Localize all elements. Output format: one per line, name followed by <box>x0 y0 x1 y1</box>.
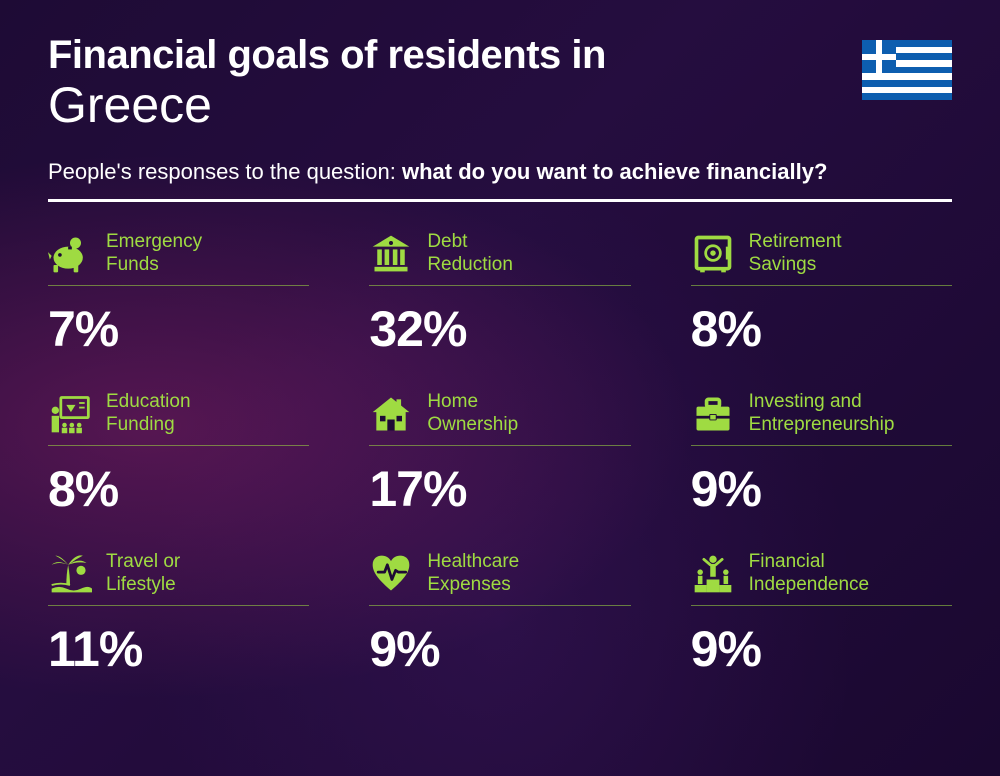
goal-travel-lifestyle: Travel orLifestyle 11% <box>48 550 309 678</box>
bank-icon <box>369 232 413 276</box>
infographic-container: Financial goals of residents in Greece P… <box>0 0 1000 708</box>
item-percent: 8% <box>691 300 952 358</box>
goals-grid: EmergencyFunds 7% DebtReduction 32% Reti… <box>48 230 952 678</box>
item-percent: 9% <box>369 620 630 678</box>
goal-healthcare: HealthcareExpenses 9% <box>369 550 630 678</box>
item-header: Investing andEntrepreneurship <box>691 390 952 446</box>
item-percent: 32% <box>369 300 630 358</box>
item-header: DebtReduction <box>369 230 630 286</box>
title-block: Financial goals of residents in Greece <box>48 34 862 133</box>
item-label: Investing andEntrepreneurship <box>749 391 895 437</box>
piggy-bank-icon <box>48 232 92 276</box>
item-percent: 17% <box>369 460 630 518</box>
divider <box>48 199 952 202</box>
item-percent: 8% <box>48 460 309 518</box>
item-label: RetirementSavings <box>749 231 842 277</box>
goal-emergency-funds: EmergencyFunds 7% <box>48 230 309 358</box>
education-icon <box>48 392 92 436</box>
goal-education-funding: EducationFunding 8% <box>48 390 309 518</box>
item-percent: 9% <box>691 460 952 518</box>
heart-pulse-icon <box>369 552 413 596</box>
item-percent: 7% <box>48 300 309 358</box>
item-label: HomeOwnership <box>427 391 518 437</box>
item-header: EducationFunding <box>48 390 309 446</box>
item-header: EmergencyFunds <box>48 230 309 286</box>
goal-home-ownership: HomeOwnership 17% <box>369 390 630 518</box>
item-header: RetirementSavings <box>691 230 952 286</box>
item-label: EducationFunding <box>106 391 191 437</box>
title-prefix: Financial goals of residents in <box>48 34 862 76</box>
goal-investing: Investing andEntrepreneurship 9% <box>691 390 952 518</box>
greece-flag-icon <box>862 40 952 100</box>
item-header: Travel orLifestyle <box>48 550 309 606</box>
subtitle-lead: People's responses to the question: <box>48 159 402 184</box>
item-label: EmergencyFunds <box>106 231 202 277</box>
item-header: HomeOwnership <box>369 390 630 446</box>
podium-icon <box>691 552 735 596</box>
item-percent: 11% <box>48 620 309 678</box>
item-header: HealthcareExpenses <box>369 550 630 606</box>
palm-icon <box>48 552 92 596</box>
item-label: FinancialIndependence <box>749 551 869 597</box>
briefcase-icon <box>691 392 735 436</box>
safe-icon <box>691 232 735 276</box>
goal-retirement-savings: RetirementSavings 8% <box>691 230 952 358</box>
house-icon <box>369 392 413 436</box>
header-row: Financial goals of residents in Greece <box>48 34 952 133</box>
item-label: DebtReduction <box>427 231 513 277</box>
goal-debt-reduction: DebtReduction 32% <box>369 230 630 358</box>
title-country: Greece <box>48 78 862 133</box>
item-label: HealthcareExpenses <box>427 551 519 597</box>
item-header: FinancialIndependence <box>691 550 952 606</box>
subtitle: People's responses to the question: what… <box>48 159 952 185</box>
subtitle-bold: what do you want to achieve financially? <box>402 159 827 184</box>
item-percent: 9% <box>691 620 952 678</box>
goal-financial-independence: FinancialIndependence 9% <box>691 550 952 678</box>
item-label: Travel orLifestyle <box>106 551 180 597</box>
